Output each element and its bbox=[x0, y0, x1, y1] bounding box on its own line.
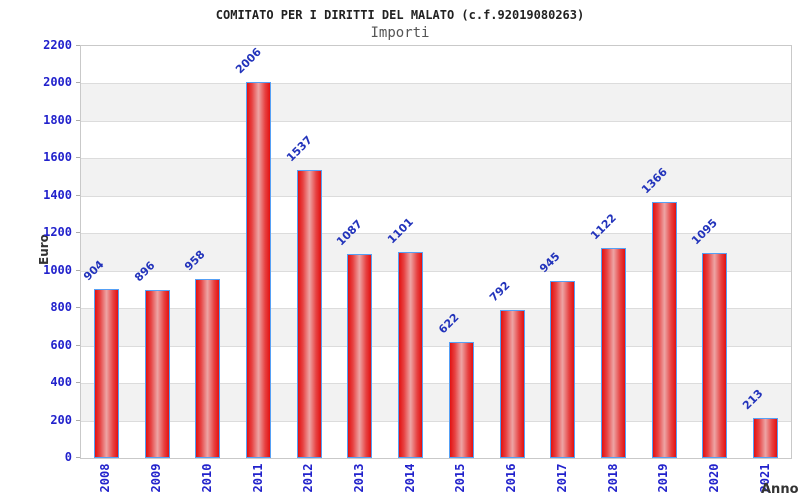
plot-band bbox=[81, 383, 791, 421]
bar-value-label: 792 bbox=[486, 278, 513, 304]
y-tick-label: 1800 bbox=[43, 112, 72, 127]
x-tick-label: 2010 bbox=[199, 463, 214, 493]
gridline bbox=[81, 158, 791, 160]
bar-2009 bbox=[144, 290, 170, 458]
y-tick-label: 200 bbox=[50, 412, 72, 427]
chart-subtitle: Importi bbox=[370, 25, 430, 41]
x-axis-title: Anno bbox=[761, 482, 799, 497]
y-tick-label: 0 bbox=[64, 450, 72, 464]
bar-value-label: 2006 bbox=[233, 45, 264, 77]
y-tick-mark bbox=[76, 157, 80, 159]
x-tick-label: 2017 bbox=[554, 463, 569, 493]
y-tick-label: 800 bbox=[50, 300, 72, 315]
y-axis-title: Euro bbox=[37, 234, 51, 265]
bar-2021 bbox=[753, 418, 779, 458]
y-tick-label: 1400 bbox=[43, 187, 72, 202]
gridline bbox=[81, 270, 791, 272]
bar-2015 bbox=[448, 341, 474, 458]
x-tick-label: 2009 bbox=[149, 463, 164, 493]
y-tick-mark bbox=[76, 382, 80, 384]
plot-band bbox=[81, 83, 791, 121]
x-tick-label: 2013 bbox=[351, 463, 366, 493]
bar-2016 bbox=[499, 309, 525, 458]
y-tick-label: 1600 bbox=[43, 150, 72, 165]
y-tick-mark bbox=[76, 45, 80, 46]
bar-2011 bbox=[246, 82, 271, 458]
y-tick-label: 400 bbox=[50, 375, 72, 390]
bar-2013 bbox=[347, 254, 373, 458]
y-tick-mark bbox=[76, 344, 80, 346]
gridline bbox=[81, 308, 791, 310]
bar-2019 bbox=[651, 202, 677, 458]
gridline bbox=[81, 120, 791, 122]
chart-title: COMITATO PER I DIRITTI DEL MALATO (c.f.9… bbox=[215, 8, 585, 22]
y-tick-mark bbox=[76, 419, 80, 421]
gridline bbox=[81, 83, 791, 85]
plot-band bbox=[81, 158, 791, 196]
y-tick-label: 1200 bbox=[43, 225, 72, 240]
y-tick-mark bbox=[76, 232, 80, 234]
gridline bbox=[81, 420, 791, 422]
y-tick-mark bbox=[76, 194, 80, 196]
x-tick-label: 2016 bbox=[504, 463, 519, 493]
x-tick-label: 2015 bbox=[453, 463, 468, 493]
y-tick-mark bbox=[76, 82, 80, 84]
gridline bbox=[81, 383, 791, 385]
bar-2017 bbox=[550, 281, 576, 458]
y-tick-label: 2000 bbox=[43, 75, 72, 90]
y-tick-mark bbox=[76, 119, 80, 121]
x-tick-label: 2014 bbox=[402, 463, 417, 493]
y-tick-mark bbox=[76, 457, 80, 458]
x-tick-label: 2008 bbox=[98, 463, 113, 493]
bar-2020 bbox=[702, 252, 728, 458]
y-tick-label: 600 bbox=[50, 337, 72, 352]
x-tick-label: 2020 bbox=[706, 463, 721, 493]
gridline bbox=[81, 195, 791, 197]
gridline bbox=[81, 233, 791, 235]
y-tick-mark bbox=[76, 307, 80, 309]
plot-area: 904 896 958 2006 1537 1087 1101 622 792 945 1122 13… bbox=[80, 45, 792, 459]
x-tick-label: 2018 bbox=[605, 463, 620, 493]
bar-2012 bbox=[296, 170, 322, 458]
x-tick-label: 2019 bbox=[656, 463, 671, 493]
bar-2014 bbox=[398, 251, 424, 458]
y-tick-label: 1000 bbox=[43, 262, 72, 277]
y-tick-mark bbox=[76, 269, 80, 271]
gridline bbox=[81, 345, 791, 347]
x-tick-label: 2011 bbox=[250, 463, 265, 493]
x-tick-label: 2012 bbox=[301, 463, 316, 493]
bar-2008 bbox=[93, 288, 119, 458]
y-tick-label: 2200 bbox=[43, 38, 72, 52]
bar-2018 bbox=[601, 247, 626, 458]
bar-2010 bbox=[195, 278, 221, 458]
